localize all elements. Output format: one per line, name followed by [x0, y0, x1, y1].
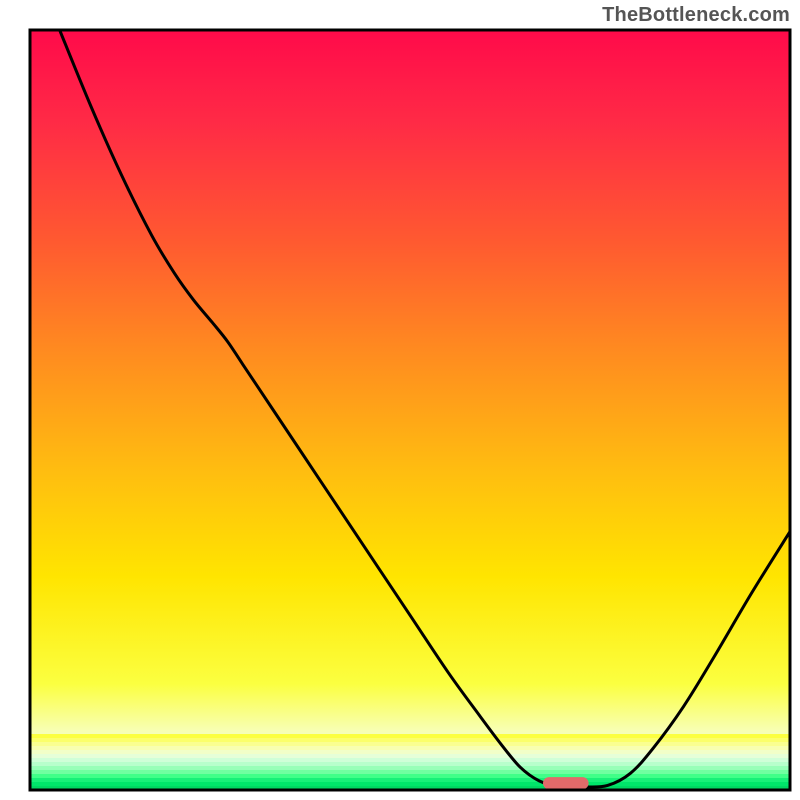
selection-marker — [543, 777, 589, 789]
bottom-stripes — [30, 734, 790, 790]
gradient-background — [30, 30, 790, 790]
watermark-text: TheBottleneck.com — [602, 4, 790, 27]
bottleneck-chart: TheBottleneck.com — [0, 0, 800, 800]
chart-svg — [0, 0, 800, 800]
